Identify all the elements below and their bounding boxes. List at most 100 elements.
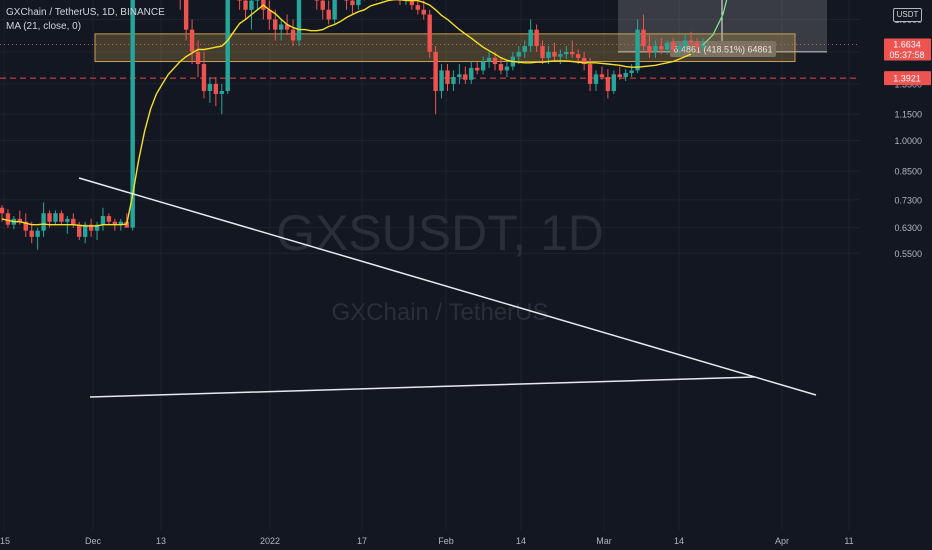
- last-price-value: 1.6634: [893, 40, 921, 50]
- candle: [5, 209, 11, 228]
- candle: [326, 0, 331, 25]
- candle: [522, 40, 527, 58]
- candle: [53, 210, 58, 225]
- candle: [421, 0, 426, 20]
- watermark-name: GXChain / TetherUS: [332, 299, 549, 326]
- time-axis-bg: [0, 530, 932, 550]
- last-price-badge: [884, 38, 931, 61]
- candle: [653, 40, 658, 58]
- candle: [463, 66, 468, 84]
- candle: [130, 0, 135, 231]
- candle: [290, 19, 296, 47]
- projection-path: [702, 0, 728, 46]
- candle: [409, 0, 415, 10]
- candle: [332, 0, 337, 25]
- candle: [267, 0, 272, 30]
- candle: [195, 40, 201, 78]
- price-tick-label: 0.5500: [894, 249, 922, 259]
- candle: [617, 66, 622, 80]
- candle: [213, 77, 219, 107]
- time-tick-label: 11: [844, 536, 853, 546]
- candle: [605, 69, 611, 99]
- descending-trendline: [78, 177, 817, 396]
- candle: [320, 0, 325, 20]
- chart-title: GXChain / TetherUS, 1D, BINANCE: [6, 7, 165, 18]
- candle: [676, 42, 682, 56]
- price-tick-label: 1.1500: [894, 110, 922, 120]
- candle: [183, 0, 189, 41]
- candle: [273, 9, 278, 41]
- currency-button[interactable]: USDT: [893, 8, 922, 22]
- candle: [700, 38, 706, 52]
- time-tick-label: Dec: [85, 536, 102, 546]
- support-price-badge: [884, 71, 931, 86]
- candle: [451, 70, 456, 92]
- candle: [593, 70, 599, 92]
- candle: [647, 34, 652, 58]
- candle: [356, 0, 361, 10]
- candle: [623, 69, 628, 82]
- candle: [350, 0, 355, 15]
- time-tick-label: 14: [516, 536, 526, 546]
- candle: [480, 56, 486, 75]
- candle: [504, 61, 510, 78]
- candle: [314, 0, 320, 10]
- candle: [59, 210, 64, 225]
- candle: [564, 46, 569, 60]
- candle: [243, 0, 248, 20]
- candle: [106, 213, 112, 225]
- time-tick-label: Apr: [775, 536, 789, 546]
- time-tick-label: 13: [156, 536, 166, 546]
- price-axis-bg: [860, 0, 932, 550]
- candle: [486, 51, 492, 68]
- ascending-trendline: [89, 376, 756, 398]
- time-tick-label: 2022: [260, 536, 280, 546]
- candle: [433, 46, 438, 115]
- time-tick-label: 17: [357, 536, 367, 546]
- candle: [255, 0, 260, 10]
- candle: [415, 0, 420, 15]
- candle: [439, 64, 444, 99]
- watermark-symbol: GXSUSDT, 1D: [276, 205, 604, 261]
- candle: [201, 51, 207, 99]
- candle: [599, 66, 605, 80]
- candle: [671, 38, 676, 52]
- candle: [635, 19, 640, 74]
- candle: [88, 218, 94, 237]
- time-tick-label: 14: [674, 536, 684, 546]
- price-tick-label: 1.0000: [894, 136, 922, 146]
- ma-line: [1, 0, 692, 227]
- price-tick-label: 0.8500: [894, 167, 922, 177]
- candle: [296, 0, 302, 47]
- time-tick-label: Mar: [596, 536, 612, 546]
- price-tick-label: 0.6300: [894, 223, 922, 233]
- candle: [528, 19, 533, 52]
- support-price-value: 1.3921: [893, 73, 921, 83]
- candle: [475, 61, 480, 75]
- candle: [225, 0, 230, 94]
- candle: [629, 64, 634, 78]
- candle-countdown: 05:37:58: [889, 50, 924, 60]
- candle: [35, 227, 40, 250]
- candle: [641, 14, 646, 52]
- candle: [498, 57, 504, 75]
- candle: [558, 49, 563, 65]
- candle: [427, 9, 432, 58]
- candle: [189, 19, 195, 65]
- candle: [23, 213, 28, 237]
- candle: [41, 202, 46, 237]
- candle: [249, 0, 254, 30]
- candle: [344, 0, 349, 10]
- candle: [694, 38, 700, 52]
- indicator-legend: MA (21, close, 0): [6, 21, 82, 32]
- candle: [237, 0, 242, 10]
- candle: [552, 42, 557, 62]
- candle: [457, 64, 462, 84]
- candle: [659, 38, 664, 55]
- candle: [581, 51, 587, 71]
- time-tick-label: 15: [0, 536, 10, 546]
- candle: [665, 40, 670, 55]
- candle: [534, 24, 539, 52]
